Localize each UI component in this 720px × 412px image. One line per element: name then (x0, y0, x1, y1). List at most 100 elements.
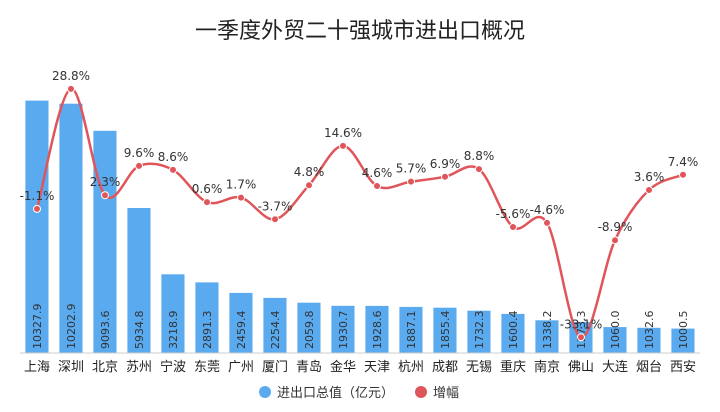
x-tick-label: 天津 (364, 360, 390, 375)
bar-value-label: 1930.7 (337, 311, 350, 350)
x-tick-label: 南京 (534, 359, 560, 375)
growth-label: 8.8% (464, 149, 495, 163)
growth-label: 9.6% (124, 146, 155, 160)
bar-value-label: 5934.8 (133, 311, 146, 350)
growth-point (203, 198, 211, 207)
bar-value-label: 2059.8 (303, 311, 316, 350)
growth-label: 0.6% (192, 182, 223, 196)
x-tick-label: 杭州 (398, 360, 424, 375)
growth-point (543, 218, 551, 227)
growth-label: 2.3% (90, 175, 121, 189)
x-axis: 上海 深圳 北京 苏州 宁波 东莞 广州 厦门 青岛 金华 天津 杭州 成都 无锡 重庆 南京 佛山 大连 烟台 西安 (20, 352, 700, 375)
bar (365, 305, 389, 353)
bar (671, 328, 695, 353)
legend: 进出口总值（亿元） 增幅 (259, 385, 459, 401)
x-tick-label: 东莞 (194, 360, 220, 375)
bar (433, 307, 457, 353)
x-tick-label: 烟台 (636, 360, 662, 375)
growth-label: 7.4% (668, 155, 699, 169)
bar (501, 313, 525, 353)
x-tick-label: 苏州 (126, 359, 152, 375)
growth-label: 28.8% (52, 69, 90, 83)
bar-value-label: 10202.9 (65, 304, 78, 350)
bar-value-label: 1887.1 (405, 311, 418, 350)
growth-point (441, 172, 449, 181)
bar (127, 208, 151, 353)
x-tick-label: 成都 (432, 360, 458, 375)
bar-value-label: 10327.9 (31, 304, 44, 350)
growth-point (679, 170, 687, 179)
growth-label: 14.6% (324, 126, 362, 140)
bars-layer (25, 100, 695, 353)
growth-label: 4.6% (362, 166, 393, 180)
growth-point (373, 182, 381, 190)
growth-label: 8.6% (158, 150, 189, 164)
growth-point (611, 236, 619, 245)
growth-point (577, 333, 585, 342)
growth-point (475, 165, 483, 174)
bar (331, 305, 355, 353)
growth-point (509, 223, 517, 231)
bar-value-label: 1000.5 (677, 311, 690, 350)
growth-label: 6.9% (430, 157, 461, 171)
bar-value-label: 3218.9 (167, 311, 180, 350)
bar (535, 320, 559, 353)
bar (161, 274, 185, 353)
bar-value-label: 2459.4 (235, 311, 248, 350)
growth-label: -4.6% (530, 203, 565, 217)
growth-label: -3.7% (258, 199, 293, 213)
bar (603, 327, 627, 353)
growth-label: 3.6% (634, 170, 665, 184)
bar-value-label: 1928.6 (371, 311, 384, 350)
bar (195, 282, 219, 353)
legend-line-label: 增幅 (433, 386, 459, 401)
growth-point (33, 204, 41, 213)
growth-label: 1.7% (226, 178, 257, 192)
bar (263, 297, 287, 353)
x-tick-label: 无锡 (466, 360, 492, 375)
growth-label: 4.8% (294, 165, 325, 179)
x-tick-label: 北京 (92, 360, 118, 375)
legend-line-marker (415, 386, 427, 398)
growth-label: -5.6% (496, 207, 531, 221)
bar (399, 306, 423, 353)
growth-label: -33.1% (560, 317, 602, 331)
x-tick-label: 重庆 (500, 359, 526, 375)
bar (297, 302, 321, 353)
bar-value-label: 1732.3 (473, 311, 486, 350)
bar-value-labels: 10327.9 10202.9 9093.6 5934.8 3218.9 2891.3 24… (31, 304, 690, 350)
legend-bar-marker (259, 386, 271, 398)
bar (59, 103, 83, 353)
x-tick-label: 广州 (228, 360, 254, 375)
growth-label: -1.1% (20, 189, 55, 203)
bar (229, 292, 253, 353)
x-tick-label: 厦门 (262, 360, 288, 375)
bar-value-label: 2254.4 (269, 311, 282, 350)
growth-point (135, 161, 143, 170)
bar-value-label: 1600.4 (507, 311, 520, 350)
chart-title: 一季度外贸二十强城市进出口概况 (195, 19, 525, 44)
x-tick-label: 佛山 (568, 360, 594, 375)
bar-value-label: 2891.3 (201, 311, 214, 350)
x-tick-label: 上海 (24, 360, 50, 375)
bar-value-label: 1338.2 (541, 311, 554, 350)
growth-point (645, 186, 653, 194)
x-tick-label: 大连 (602, 359, 628, 375)
bar-value-label: 1855.4 (439, 311, 452, 350)
bar-value-label: 1032.6 (643, 311, 656, 350)
x-tick-label: 深圳 (58, 360, 84, 375)
legend-bar-label: 进出口总值（亿元） (277, 385, 394, 401)
growth-point (407, 177, 415, 186)
growth-label: -8.9% (598, 220, 633, 234)
x-tick-label: 西安 (670, 360, 696, 375)
x-tick-label: 金华 (330, 359, 356, 375)
x-tick-label: 青岛 (296, 359, 322, 375)
growth-point (67, 84, 75, 93)
bar (637, 327, 661, 353)
growth-point (101, 191, 109, 200)
growth-point (339, 141, 347, 150)
growth-label: 5.7% (396, 162, 427, 176)
x-tick-label: 宁波 (160, 359, 186, 375)
bar (93, 130, 117, 353)
